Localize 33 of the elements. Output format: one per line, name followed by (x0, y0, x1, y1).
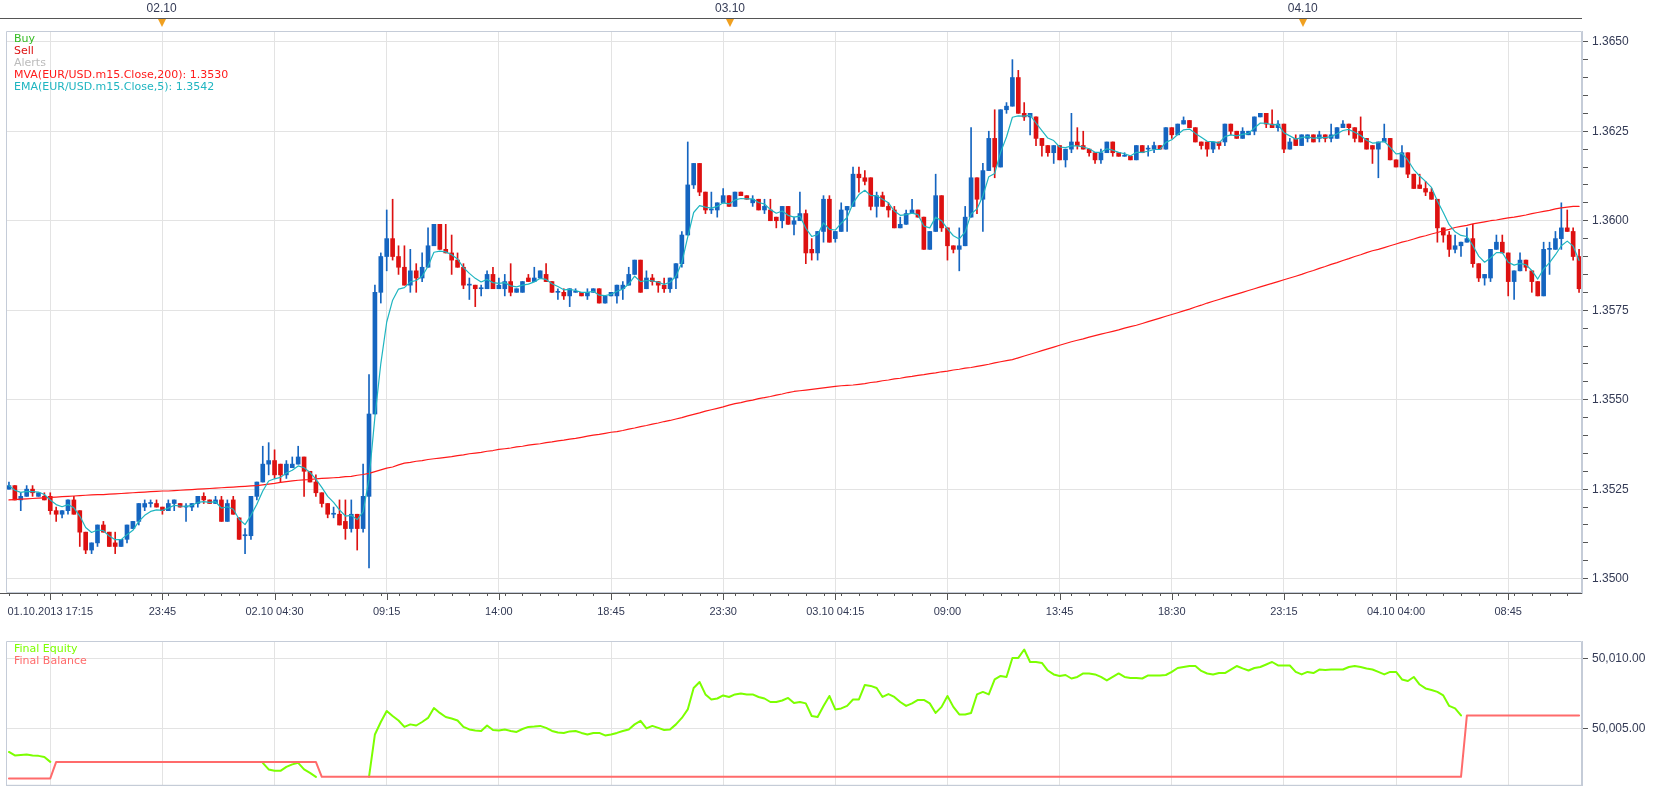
y-tick-label: 1.3500 (1592, 570, 1630, 585)
x-tick-label: 23:15 (1270, 605, 1298, 618)
text: 02.10 (146, 1, 177, 16)
x-tick-label: 13:45 (1045, 605, 1074, 618)
y-tick-label: 1.3550 (1592, 392, 1630, 407)
x-tick-label: 23:45 (148, 605, 177, 618)
x-tick-label: 09:00 (933, 605, 962, 618)
y-tick-label: 1.3525 (1592, 481, 1630, 496)
x-tick-label: 03.10 04:15 (806, 605, 865, 618)
x-tick-label: 01.10.2013 17:15 (7, 605, 94, 618)
text: 03.10 (715, 1, 746, 16)
y-tick-label: 1.3575 (1592, 302, 1630, 317)
x-tick-label: 09:15 (372, 605, 401, 618)
annotation: Buy (14, 32, 37, 45)
y-tick-label: 1.3650 (1592, 34, 1630, 49)
y-tick-label: 50,005.00 (1592, 720, 1646, 735)
text: MVA(EUR/USD.m15.Close,200): 1.3530 (14, 68, 229, 81)
text: EMA(EUR/USD.m15.Close,5): 1.3542 (14, 80, 216, 93)
text: Final Equity (14, 642, 79, 655)
annotation: Alerts (14, 56, 47, 69)
x-tick-label: 18:30 (1158, 605, 1186, 618)
text: 04.10 (1287, 1, 1319, 16)
annotation: Sell (14, 44, 35, 57)
x-tick-label: 14:00 (485, 605, 513, 618)
y-tick-label: 1.3600 (1592, 213, 1630, 228)
x-tick-label: 04.10 04:00 (1367, 605, 1426, 618)
x-tick-label: 18:45 (597, 605, 625, 618)
x-tick-label: 02.10 04:30 (245, 605, 304, 618)
text: Final Balance (14, 654, 87, 667)
y-tick-label: 1.3625 (1592, 123, 1630, 138)
y-tick-label: 50,010.00 (1592, 650, 1646, 665)
x-tick-label: 23:30 (709, 605, 737, 618)
x-tick-label: 08:45 (1494, 605, 1522, 618)
